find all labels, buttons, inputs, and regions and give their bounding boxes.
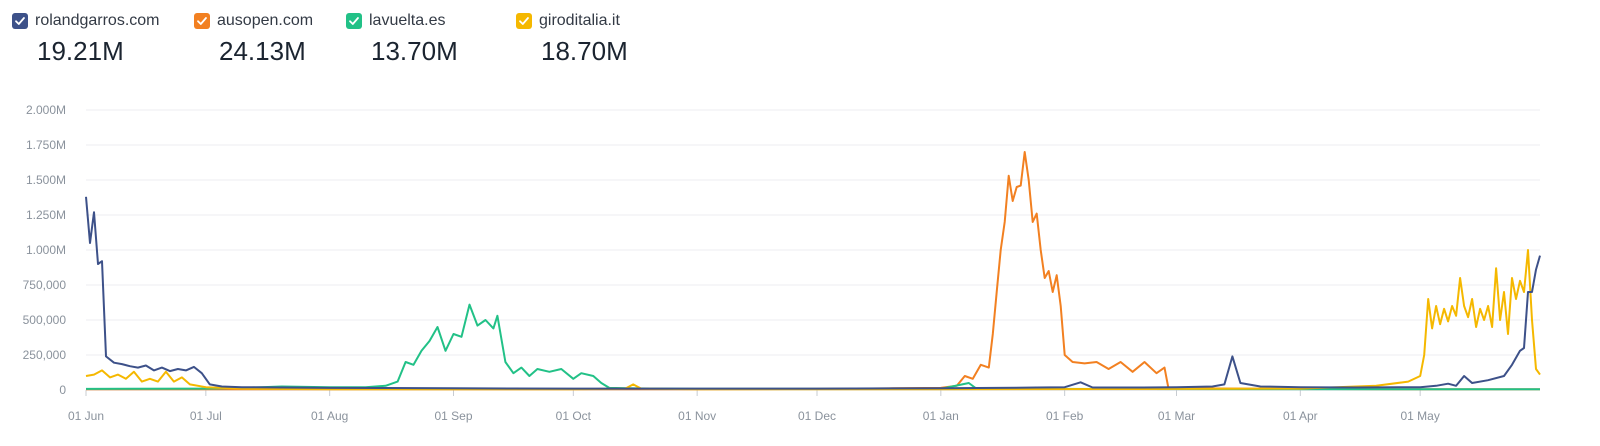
x-tick-label: 01 Dec <box>798 409 836 423</box>
x-axis: 01 Jun 01 Jul 01 Aug 01 Sep 01 Oct 01 Nov 01 D… <box>68 390 1440 423</box>
legend-item-giroditalia[interactable]: giroditalia.it 18.70M <box>516 10 676 67</box>
legend-value: 13.70M <box>371 36 458 66</box>
x-tick-label: 01 Nov <box>678 409 716 423</box>
legend-item-rolandgarros[interactable]: rolandgarros.com 19.21M <box>12 10 164 67</box>
x-tick-label: 01 Feb <box>1046 409 1084 423</box>
x-tick-label: 01 Apr <box>1283 409 1318 423</box>
legend-row: ausopen.com <box>194 10 316 32</box>
y-tick-label: 2.000M <box>26 103 66 117</box>
y-tick-label: 500,000 <box>23 313 67 327</box>
y-tick-label: 1.750M <box>26 138 66 152</box>
legend-row: rolandgarros.com <box>12 10 164 32</box>
legend-item-lavuelta[interactable]: lavuelta.es 13.70M <box>346 10 486 67</box>
series-lines <box>85 151 1541 391</box>
x-tick-label: 01 May <box>1400 409 1439 423</box>
legend: rolandgarros.com 19.21M ausopen.com 24.1… <box>12 10 706 67</box>
legend-value: 19.21M <box>37 36 124 66</box>
checkbox-icon[interactable] <box>346 13 362 29</box>
legend-label: rolandgarros.com <box>35 12 160 29</box>
y-tick-label: 750,000 <box>23 278 67 292</box>
series-line-ausopen <box>86 151 1540 391</box>
x-tick-label: 01 Jun <box>68 409 104 423</box>
x-tick-label: 01 Sep <box>434 409 472 423</box>
x-tick-label: 01 Mar <box>1158 409 1195 423</box>
checkbox-icon[interactable] <box>12 13 28 29</box>
x-tick-label: 01 Jan <box>923 409 959 423</box>
y-axis: 0 250,000 500,000 750,000 1.000M 1.250M 1.500M… <box>23 103 67 397</box>
y-tick-label: 1.500M <box>26 173 66 187</box>
y-tick-label: 250,000 <box>23 348 67 362</box>
legend-row: giroditalia.it <box>516 10 676 32</box>
y-tick-label: 0 <box>59 383 66 397</box>
series-line-rolandgarros <box>85 196 1541 390</box>
checkbox-icon[interactable] <box>516 13 532 29</box>
legend-label: giroditalia.it <box>539 12 620 29</box>
legend-label: lavuelta.es <box>369 12 446 29</box>
legend-row: lavuelta.es <box>346 10 486 32</box>
x-tick-label: 01 Aug <box>311 409 348 423</box>
legend-label: ausopen.com <box>217 12 314 29</box>
y-tick-label: 1.250M <box>26 208 66 222</box>
checkbox-icon[interactable] <box>194 13 210 29</box>
x-tick-label: 01 Jul <box>190 409 222 423</box>
legend-value: 24.13M <box>219 36 306 66</box>
series-line-giroditalia <box>85 249 1541 391</box>
series-line-lavuelta <box>85 303 1541 391</box>
legend-item-ausopen[interactable]: ausopen.com 24.13M <box>194 10 316 67</box>
legend-value: 18.70M <box>541 36 628 66</box>
x-tick-label: 01 Oct <box>556 409 592 423</box>
grid <box>86 109 1540 391</box>
y-tick-label: 1.000M <box>26 243 66 257</box>
